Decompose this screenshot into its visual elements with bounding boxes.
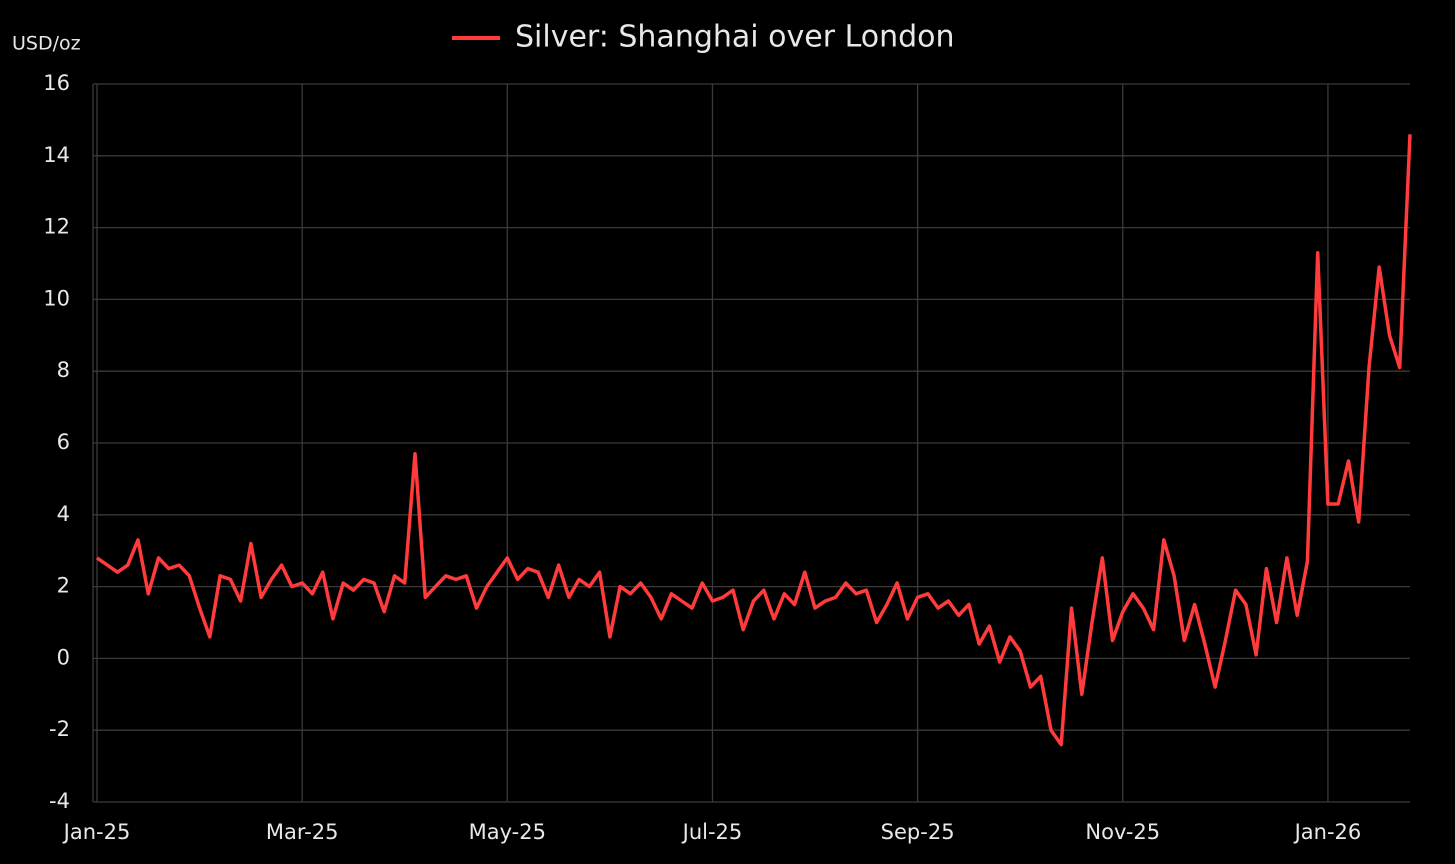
y-tick-label: 16 [43,71,70,95]
y-tick-label: -4 [49,789,70,813]
y-tick-label: 6 [57,430,70,454]
x-tick-label: Sep-25 [881,820,955,844]
y-tick-label: 12 [43,215,70,239]
data-line [95,134,1412,747]
y-tick-label: 4 [57,502,70,526]
x-tick-label: Jul-25 [681,820,743,844]
x-tick-label: May-25 [469,820,546,844]
x-tick-label: Jan-26 [1293,820,1362,844]
y-tick-label: 0 [57,645,70,669]
y-tick-label: 10 [43,286,70,310]
x-tick-label: Mar-25 [266,820,339,844]
x-tick-label: Nov-25 [1085,820,1160,844]
legend-label: Silver: Shanghai over London [515,20,955,55]
y-tick-label: 14 [43,143,70,167]
y-tick-label: 8 [57,358,70,382]
x-tick-label: Jan-25 [62,820,131,844]
y-axis-label: USD/oz [12,33,81,55]
y-tick-label: -2 [49,717,70,741]
y-tick-label: 2 [57,574,70,598]
